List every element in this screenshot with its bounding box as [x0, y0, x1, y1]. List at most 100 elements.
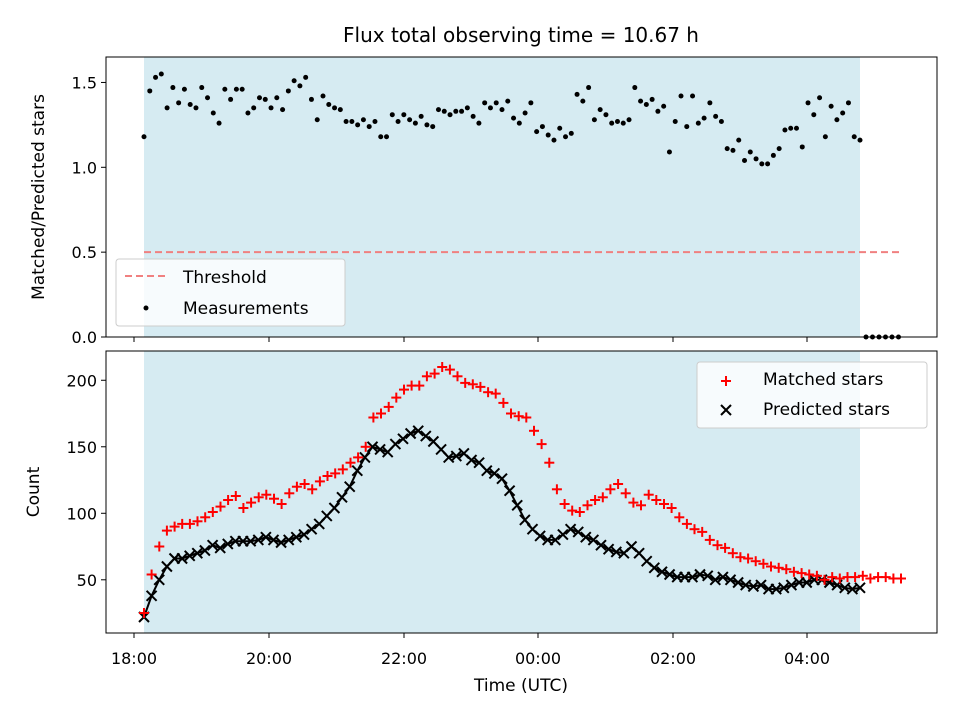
measurement-point: [718, 118, 724, 124]
measurement-point: [285, 88, 291, 94]
predicted-point: [374, 443, 386, 456]
measurement-point: [765, 161, 771, 167]
measurement-point: [638, 98, 644, 104]
measurement-point: [251, 105, 257, 111]
predicted-point: [481, 464, 493, 477]
measurement-point: [666, 149, 672, 155]
matched-point: [284, 488, 295, 499]
measurement-point: [736, 137, 742, 143]
x-tick-label-1: 20:00: [246, 649, 292, 668]
matched-point: [353, 452, 364, 463]
predicted-point: [778, 582, 790, 594]
measurement-point: [314, 117, 320, 123]
matched-point: [169, 521, 180, 532]
matched-point: [414, 380, 425, 391]
matched-point: [444, 364, 455, 375]
measurement-point: [280, 107, 286, 113]
measurement-point: [770, 152, 776, 158]
measurement-point: [222, 86, 228, 92]
measurement-point: [545, 132, 551, 138]
measurement-point: [153, 74, 159, 80]
measurement-point: [268, 105, 274, 111]
legend-threshold-label: Threshold: [182, 268, 267, 288]
measurement-point: [256, 95, 262, 101]
matched-point: [322, 471, 333, 481]
predicted-point: [557, 528, 569, 541]
x-axis-label: Time (UTC): [473, 676, 568, 696]
legend-predicted-swatch: [720, 404, 732, 416]
measurement-point: [661, 103, 667, 109]
measurement-point: [141, 134, 147, 140]
matched-point: [605, 484, 616, 495]
measurement-point: [539, 124, 545, 130]
measurement-point: [274, 95, 280, 101]
measurement-point: [210, 110, 216, 116]
predicted-point: [191, 547, 204, 559]
predicted-point: [298, 528, 310, 541]
predicted-point: [572, 526, 584, 538]
measurement-point: [817, 95, 823, 101]
matched-point: [429, 368, 440, 379]
measurement-point: [690, 93, 696, 99]
matched-point: [559, 499, 570, 509]
matched-point: [498, 397, 509, 408]
predicted-point: [717, 571, 729, 583]
measurement-point: [384, 134, 390, 140]
bottom-ytick-label-0: 50: [77, 571, 97, 590]
measurement-point: [447, 112, 453, 118]
matched-point: [291, 481, 302, 492]
matched-point: [230, 491, 241, 501]
predicted-point: [465, 454, 478, 466]
predicted-point: [732, 576, 744, 589]
measurement-point: [551, 137, 557, 143]
measurement-point: [308, 96, 314, 102]
measurement-point: [707, 100, 713, 106]
measurement-point: [303, 74, 309, 80]
measurement-point: [811, 112, 817, 118]
measurement-point: [343, 118, 349, 124]
matched-point: [850, 572, 861, 583]
measurement-point: [626, 117, 632, 123]
top-panel: 0.0 0.5 1.0 1.5 Matched/Predicted stars Thr…: [29, 56, 938, 347]
matched-point: [697, 526, 708, 537]
bottom-x-ticks: 18:00 20:00 22:00 00:00 02:00 04:00: [111, 633, 830, 668]
measurement-point: [557, 125, 563, 131]
measurement-point: [170, 85, 176, 91]
measurement-point: [482, 100, 488, 106]
matched-point: [666, 503, 677, 513]
bottom-ytick-label-3: 200: [66, 371, 97, 390]
predicted-point: [206, 539, 219, 551]
predicted-point: [587, 534, 600, 546]
matched-point: [651, 495, 662, 505]
measurement-point: [326, 102, 332, 108]
measurement-point: [845, 100, 851, 106]
predicted-point: [282, 534, 295, 546]
matched-point: [689, 524, 700, 535]
measurement-point: [228, 96, 234, 102]
measurement-point: [742, 158, 748, 164]
matched-point: [788, 566, 799, 577]
top-x-ticks: [133, 337, 808, 342]
measurement-point: [568, 130, 574, 136]
top-ytick-label-0: 0.0: [72, 328, 97, 347]
matched-point: [796, 568, 807, 579]
measurement-point: [655, 108, 661, 114]
measurement-point: [516, 120, 522, 126]
matched-point: [582, 500, 593, 511]
measurement-point: [713, 113, 719, 119]
measurement-point: [360, 117, 366, 123]
matched-point: [712, 540, 723, 551]
bottom-panel: 50 100 150 200 18:00 20:00 22:00 00:00 02:00 04:…: [24, 350, 938, 668]
matched-point: [452, 371, 463, 382]
predicted-point: [183, 550, 196, 562]
predicted-point: [176, 552, 188, 565]
matched-point: [383, 401, 394, 412]
matched-point: [376, 408, 386, 419]
matched-point: [750, 556, 761, 567]
measurement-point: [632, 85, 638, 91]
matched-point: [276, 499, 287, 509]
measurement-point: [233, 86, 239, 92]
predicted-point: [511, 499, 523, 512]
measurement-point: [684, 124, 690, 130]
matched-point: [567, 505, 578, 516]
